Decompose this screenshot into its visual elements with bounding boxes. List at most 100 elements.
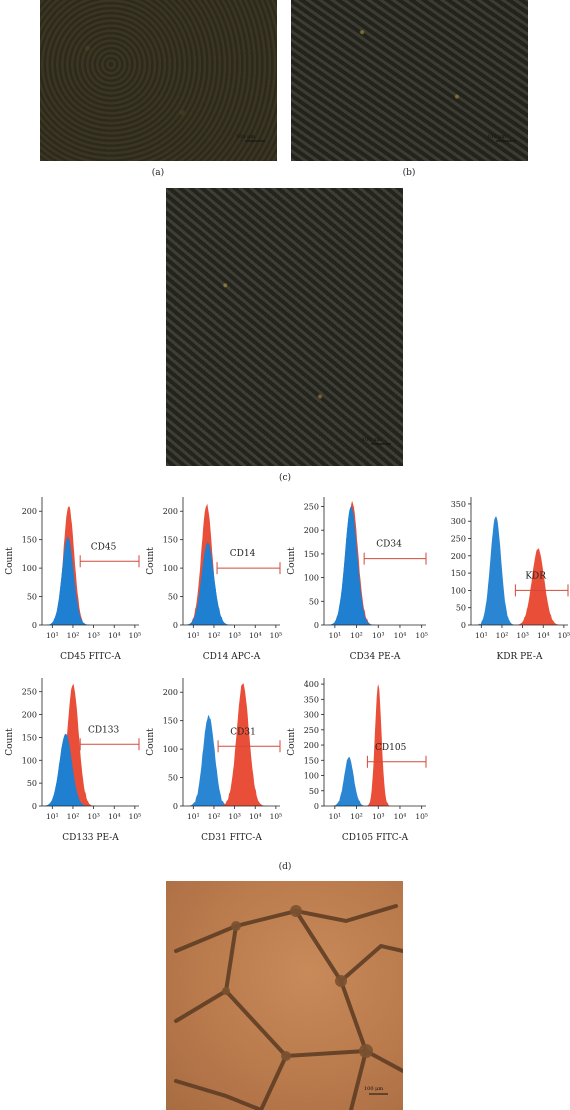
chart-4-x-tick-label: 10⁵ <box>129 812 142 821</box>
chart-6-y-tick-label: 0 <box>314 802 319 811</box>
panel-label-b: (b) <box>402 168 416 178</box>
panel-label-a: (a) <box>151 168 165 178</box>
chart-3-series-marker <box>471 548 568 625</box>
chart-6-gate-label: CD105 <box>375 743 407 753</box>
chart-0-y-tick-label: 50 <box>27 593 37 602</box>
chart-2-x-tick-label: 10⁵ <box>415 631 428 640</box>
scale-bar-label-a: 100 μm <box>236 134 255 140</box>
histogram-cd34: 0 50 100 150 200 250 10¹ 10² 10³ 10⁴ 10⁵ CD34 Count C… <box>287 497 428 662</box>
chart-5-y-tick-label: 100 <box>163 745 178 754</box>
micrograph-c: 100 μm <box>166 188 403 466</box>
chart-0-y-tick-label: 200 <box>22 507 37 516</box>
panel-label-c: (c) <box>278 473 292 483</box>
chart-6-x-tick-label: 10² <box>350 812 363 821</box>
chart-2-gate-label: CD34 <box>376 540 402 550</box>
chart-3-gate-label: KDR <box>525 571 546 581</box>
chart-0-x-tick-label: 10² <box>67 631 80 640</box>
micrograph-tube-formation: 100 μm <box>166 881 403 1110</box>
scale-bar-a: 100 μm <box>236 134 265 142</box>
micrograph-a: 100 μm <box>40 0 277 161</box>
chart-5-x-tick-label: 10³ <box>228 812 241 821</box>
chart-6-x-tick-label: 10¹ <box>329 812 342 821</box>
chart-3-x-tick-label: 10² <box>496 631 509 640</box>
chart-0-y-tick-label: 100 <box>22 564 37 573</box>
chart-2-y-tick-label: 0 <box>314 621 319 630</box>
chart-6-y-label: Count <box>287 728 297 756</box>
flow-cytometry-panel: 0 50 100 150 200 10¹ 10² 10³ 10⁴ 10⁵ CD45 Count CD45… <box>5 497 570 843</box>
chart-6-y-tick-label: 350 <box>304 695 319 704</box>
chart-3-series-isotype <box>471 516 568 625</box>
histogram-cd14: 0 50 100 150 200 10¹ 10² 10³ 10⁴ 10⁵ CD14 Count CD14… <box>146 497 282 662</box>
chart-2-series-isotype-overlay <box>324 506 426 625</box>
chart-2-x-label: CD34 PE-A <box>350 652 401 662</box>
chart-5-gate-label: CD31 <box>230 727 256 737</box>
chart-5-x-label: CD31 FITC-A <box>201 833 262 843</box>
chart-5-x-tick-label: 10² <box>208 812 221 821</box>
chart-6-y-tick-label: 300 <box>304 711 319 720</box>
chart-2-y-tick-label: 100 <box>304 574 319 583</box>
chart-1-x-tick-label: 10³ <box>228 631 241 640</box>
histogram-cd105: 0 50 100 150 200 250 300 350 400 10¹ 10² 10³ 10⁴ 10⁵ C… <box>287 678 428 843</box>
chart-3-x-label: KDR PE-A <box>497 652 543 662</box>
chart-4-x-label: CD133 PE-A <box>62 833 119 843</box>
chart-0-y-tick-label: 150 <box>22 536 37 545</box>
chart-2-x-tick-label: 10⁴ <box>394 631 407 640</box>
chart-3-y-tick-label: 150 <box>451 569 466 578</box>
chart-2-y-tick-label: 50 <box>309 597 319 606</box>
chart-6-y-tick-label: 100 <box>304 772 319 781</box>
chart-0-series-marker <box>42 506 139 625</box>
chart-5-y-tick-label: 200 <box>163 688 178 697</box>
chart-2-x-tick-label: 10¹ <box>329 631 342 640</box>
chart-2-x-tick-label: 10² <box>350 631 363 640</box>
chart-4-x-tick-label: 10⁴ <box>108 812 121 821</box>
chart-4-y-tick-label: 200 <box>22 711 37 720</box>
chart-3-y-tick-label: 0 <box>461 621 466 630</box>
chart-5-series-marker <box>183 683 280 806</box>
chart-1-x-tick-label: 10⁵ <box>270 631 283 640</box>
scale-bar-b: 100 μm <box>487 134 516 142</box>
chart-6-y-tick-label: 250 <box>304 726 319 735</box>
chart-4-gate-label: CD133 <box>88 725 120 735</box>
chart-2-y-label: Count <box>287 547 297 575</box>
chart-0-y-tick-label: 0 <box>32 621 37 630</box>
scale-bar-label-e: 100 μm <box>364 1086 383 1092</box>
chart-0-x-tick-label: 10³ <box>87 631 100 640</box>
chart-6-series-marker <box>324 684 426 806</box>
chart-1-x-tick-label: 10¹ <box>187 631 200 640</box>
chart-5-x-tick-label: 10⁵ <box>270 812 283 821</box>
chart-1-y-tick-label: 200 <box>163 507 178 516</box>
chart-6-y-tick-label: 200 <box>304 741 319 750</box>
chart-6-y-tick-label: 400 <box>304 680 319 689</box>
scale-bar-label-c: 100 μm <box>362 437 381 443</box>
chart-3-x-tick-label: 10¹ <box>475 631 488 640</box>
chart-6-x-tick-label: 10⁴ <box>394 812 407 821</box>
chart-1-y-label: Count <box>146 547 156 575</box>
histogram-cd45: 0 50 100 150 200 10¹ 10² 10³ 10⁴ 10⁵ CD45 Count CD45… <box>5 497 141 662</box>
histogram-cd133: 0 50 100 150 200 250 10¹ 10² 10³ 10⁴ 10⁵ CD133 Count… <box>5 678 141 843</box>
tube-network: 100 μm <box>174 904 403 1110</box>
chart-5-x-tick-label: 10¹ <box>187 812 200 821</box>
chart-2-series-isotype <box>324 505 426 625</box>
chart-1-gate-label: CD14 <box>230 549 256 559</box>
chart-4-y-tick-label: 150 <box>22 733 37 742</box>
chart-2-y-tick-label: 150 <box>304 550 319 559</box>
chart-6-y-tick-label: 150 <box>304 756 319 765</box>
chart-3-y-tick-label: 100 <box>451 586 466 595</box>
chart-0-x-tick-label: 10¹ <box>46 631 59 640</box>
chart-5-y-tick-label: 150 <box>163 717 178 726</box>
chart-0-series-isotype-overlay <box>42 536 139 625</box>
chart-1-series-isotype-overlay <box>183 542 280 625</box>
chart-0-y-label: Count <box>5 547 15 575</box>
chart-4-x-tick-label: 10² <box>67 812 80 821</box>
chart-1-y-tick-label: 0 <box>173 621 178 630</box>
chart-0-gate-label: CD45 <box>91 542 117 552</box>
chart-6-x-label: CD105 FITC-A <box>342 833 409 843</box>
chart-3-y-tick-label: 50 <box>456 604 466 613</box>
chart-0-x-tick-label: 10⁴ <box>108 631 121 640</box>
scale-bar-c: 100 μm <box>362 437 391 445</box>
chart-5-series-isotype <box>183 715 280 806</box>
chart-1-y-tick-label: 100 <box>163 564 178 573</box>
chart-4-y-tick-label: 0 <box>32 802 37 811</box>
chart-4-y-label: Count <box>5 728 15 756</box>
chart-3-y-tick-label: 350 <box>451 500 466 509</box>
